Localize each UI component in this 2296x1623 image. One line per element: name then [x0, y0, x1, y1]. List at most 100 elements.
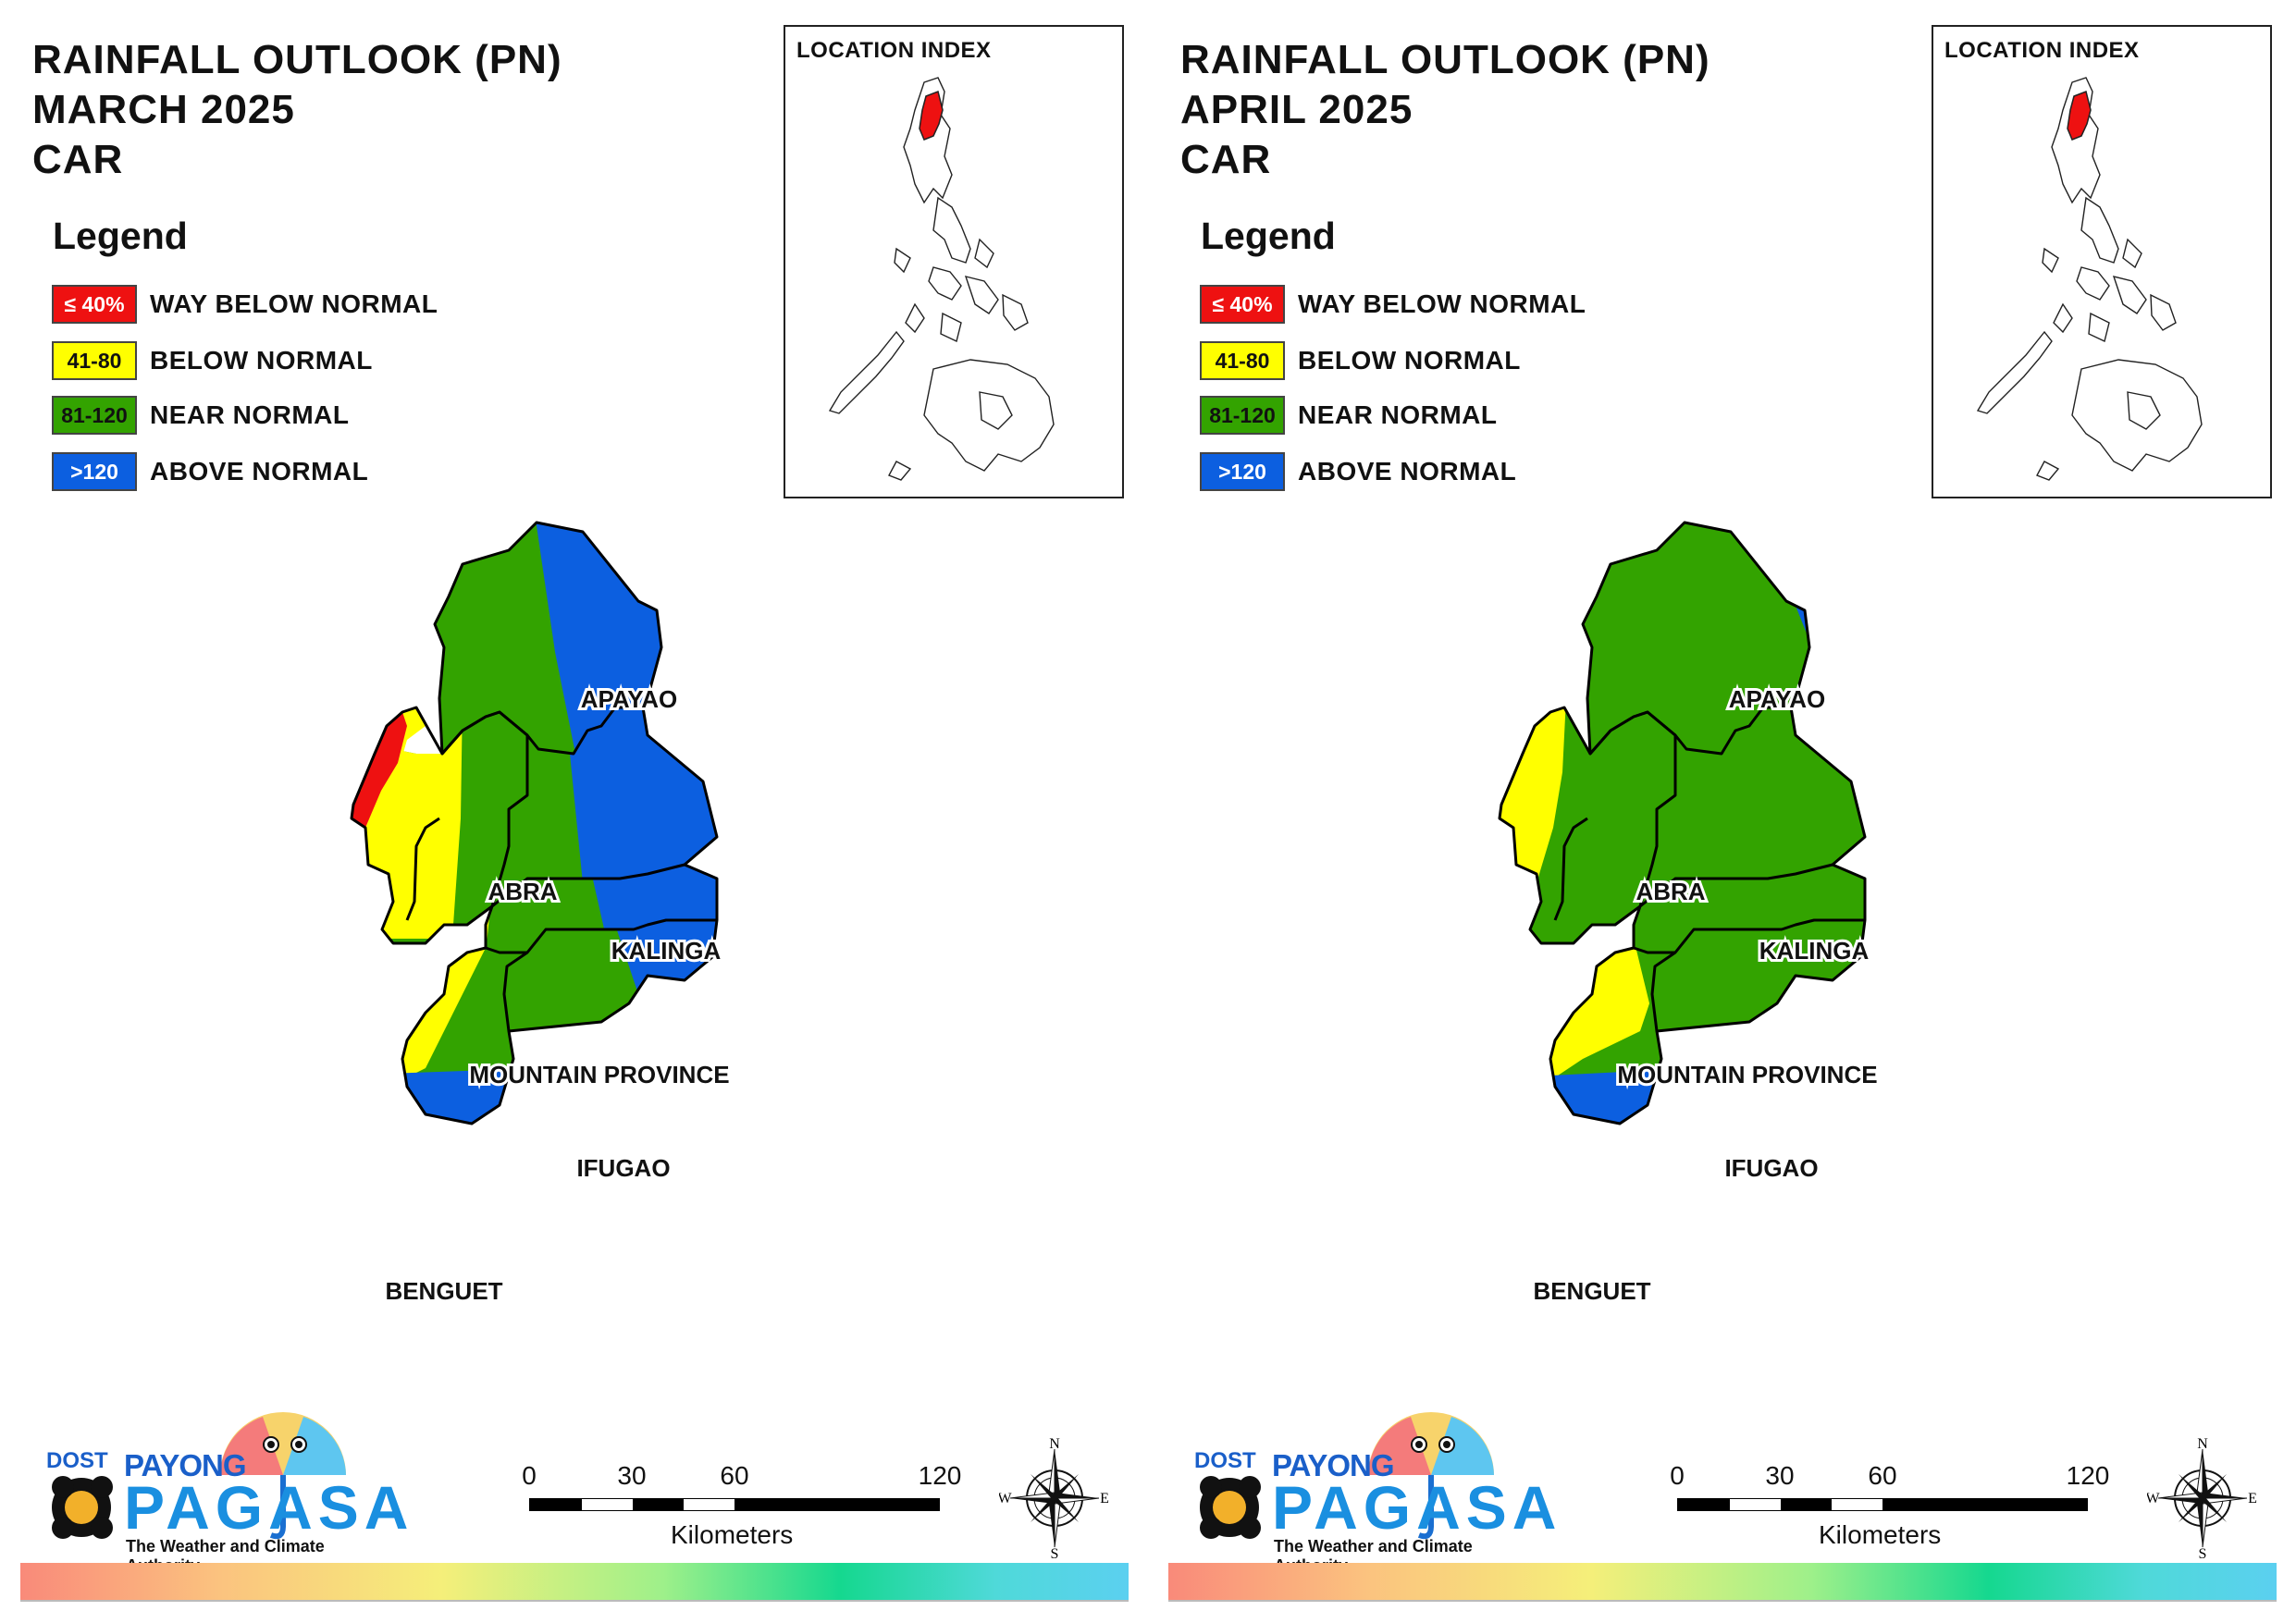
legend-label: WAY BELOW NORMAL — [150, 289, 438, 318]
logo-dost-text: DOST — [1194, 1448, 1256, 1473]
scale-tick-120: 120 — [2066, 1461, 2110, 1490]
label-abra: ABRA — [488, 878, 557, 905]
compass-w: W — [999, 1491, 1012, 1506]
legend-label: ABOVE NORMAL — [150, 457, 369, 486]
legend-label: BELOW NORMAL — [150, 346, 373, 375]
legend-swatch: ≤ 40% — [52, 285, 137, 324]
legend-label: ABOVE NORMAL — [1298, 457, 1517, 486]
compass-w: W — [2147, 1491, 2160, 1506]
title-line-3: CAR — [32, 137, 124, 182]
legend-label: NEAR NORMAL — [150, 400, 350, 429]
legend-item-way-below: ≤ 40% WAY BELOW NORMAL — [52, 283, 438, 326]
label-kalinga: KALINGA — [611, 937, 722, 965]
title-line-2: MARCH 2025 — [32, 87, 295, 132]
scale-tick-0: 0 — [1670, 1461, 1685, 1490]
logo-dost-text: DOST — [46, 1448, 108, 1473]
car-rainfall-map: APAYAO ABRA KALINGA MOUNTAIN PROVINCE IF… — [350, 521, 733, 1308]
legend-swatch: >120 — [52, 452, 137, 491]
compass-n: N — [2197, 1438, 2208, 1452]
label-ifugao: IFUGAO — [1724, 1154, 1818, 1182]
legend-item-below: 41-80 BELOW NORMAL — [1200, 339, 1521, 382]
legend-label: WAY BELOW NORMAL — [1298, 289, 1586, 318]
legend-item-above: >120 ABOVE NORMAL — [1200, 450, 1516, 493]
label-apayao: APAYAO — [581, 685, 678, 713]
color-strip — [1168, 1563, 2277, 1600]
title-line-1: RAINFALL OUTLOOK (PN) — [1180, 37, 1710, 82]
scale-bar-graphic — [1677, 1498, 2088, 1511]
scale-unit: Kilometers — [671, 1520, 794, 1549]
legend-swatch: 81-120 — [52, 396, 137, 435]
label-benguet: BENGUET — [1533, 1277, 1650, 1305]
legend-swatch: 81-120 — [1200, 396, 1285, 435]
panel-march: RAINFALL OUTLOOK (PN) MARCH 2025 CAR Leg… — [20, 25, 1129, 1602]
label-mountain-province: MOUNTAIN PROVINCE — [469, 1061, 729, 1088]
compass-rose-icon: N S E W — [997, 1436, 1109, 1562]
scale-bar: 0 30 60 120 Kilometers — [518, 1461, 981, 1549]
scale-bar-graphic — [529, 1498, 940, 1511]
compass-e: E — [1100, 1491, 1109, 1506]
legend-swatch: 41-80 — [1200, 341, 1285, 380]
color-strip — [20, 1563, 1129, 1600]
pagasa-logo: DOST PAYONG PAGASA The Weather and Clima… — [35, 1387, 408, 1575]
scale-tick-120: 120 — [918, 1461, 962, 1490]
title-line-3: CAR — [1180, 137, 1272, 182]
compass-rose-icon: N S E W — [2145, 1436, 2257, 1562]
legend-item-below: 41-80 BELOW NORMAL — [52, 339, 373, 382]
legend-item-above: >120 ABOVE NORMAL — [52, 450, 368, 493]
title-line-1: RAINFALL OUTLOOK (PN) — [32, 37, 562, 82]
panel-april: RAINFALL OUTLOOK (PN) APRIL 2025 CAR Leg… — [1148, 0, 2296, 1623]
label-benguet: BENGUET — [385, 1277, 502, 1305]
legend-label: BELOW NORMAL — [1298, 346, 1521, 375]
pagasa-logo-graphic — [52, 1412, 346, 1540]
legend-item-near: 81-120 NEAR NORMAL — [1200, 394, 1498, 436]
logo-pagasa-text: PAGASA — [1272, 1473, 1562, 1542]
scale-tick-60: 60 — [720, 1461, 749, 1490]
map-title: RAINFALL OUTLOOK (PN) APRIL 2025 CAR — [1180, 35, 1710, 185]
north-arrow: N S E W — [2145, 1436, 2258, 1562]
compass-n: N — [1049, 1438, 1060, 1452]
legend-swatch: 41-80 — [52, 341, 137, 380]
legend-item-way-below: ≤ 40% WAY BELOW NORMAL — [1200, 283, 1586, 326]
province-boundaries — [1498, 521, 1867, 1125]
inset-title: LOCATION INDEX — [796, 38, 992, 63]
location-index-inset: LOCATION INDEX — [784, 25, 1124, 498]
label-apayao: APAYAO — [1729, 685, 1826, 713]
legend-item-near: 81-120 NEAR NORMAL — [52, 394, 350, 436]
legend-swatch: >120 — [1200, 452, 1285, 491]
label-kalinga: KALINGA — [1759, 937, 1870, 965]
label-abra: ABRA — [1636, 878, 1705, 905]
legend-title: Legend — [1201, 215, 1336, 257]
compass-e: E — [2248, 1491, 2257, 1506]
compass-s: S — [1051, 1546, 1059, 1558]
scale-tick-30: 30 — [617, 1461, 647, 1490]
dost-emblem — [1200, 1476, 1261, 1539]
scale-tick-60: 60 — [1868, 1461, 1897, 1490]
scale-unit: Kilometers — [1819, 1520, 1942, 1549]
scale-tick-30: 30 — [1765, 1461, 1795, 1490]
title-line-2: APRIL 2025 — [1180, 87, 1413, 132]
scale-tick-0: 0 — [522, 1461, 537, 1490]
philippines-outline-map — [828, 77, 1055, 481]
pagasa-logo: DOST PAYONG PAGASA The Weather and Clima… — [1183, 1387, 1556, 1575]
legend-label: NEAR NORMAL — [1298, 400, 1498, 429]
province-boundaries — [350, 521, 719, 1125]
logo-pagasa-text: PAGASA — [124, 1473, 414, 1542]
scale-bar: 0 30 60 120 Kilometers — [1666, 1461, 2129, 1549]
inset-title: LOCATION INDEX — [1944, 38, 2140, 63]
map-title: RAINFALL OUTLOOK (PN) MARCH 2025 CAR — [32, 35, 562, 185]
pagasa-logo-graphic — [1200, 1412, 1494, 1540]
label-ifugao: IFUGAO — [576, 1154, 670, 1182]
logo-payong-text: PAYONG — [124, 1448, 247, 1482]
philippines-outline-map — [1976, 77, 2203, 481]
legend-title: Legend — [53, 215, 188, 257]
north-arrow: N S E W — [997, 1436, 1110, 1562]
strip-divider — [1168, 1600, 2277, 1602]
car-rainfall-map: APAYAO ABRA KALINGA MOUNTAIN PROVINCE IF… — [1498, 521, 1881, 1308]
compass-s: S — [2199, 1546, 2207, 1558]
dost-emblem — [52, 1476, 113, 1539]
label-mountain-province: MOUNTAIN PROVINCE — [1617, 1061, 1877, 1088]
strip-divider — [20, 1600, 1129, 1602]
location-index-inset: LOCATION INDEX — [1932, 25, 2272, 498]
logo-payong-text: PAYONG — [1272, 1448, 1395, 1482]
legend-swatch: ≤ 40% — [1200, 285, 1285, 324]
